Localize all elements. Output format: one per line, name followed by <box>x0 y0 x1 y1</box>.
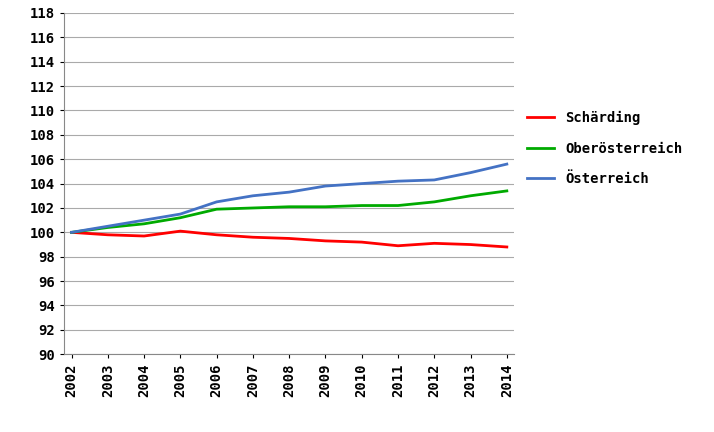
Oberösterreich <box>503 188 511 194</box>
Oberösterreich <box>67 230 76 235</box>
Schärding <box>176 229 185 234</box>
Oberösterreich <box>393 203 402 208</box>
Oberösterreich <box>140 221 149 226</box>
Line: Österreich: Österreich <box>71 164 507 232</box>
Oberösterreich <box>358 203 366 208</box>
Schärding <box>212 232 221 237</box>
Schärding <box>321 238 330 244</box>
Oberösterreich <box>321 204 330 210</box>
Österreich <box>466 170 475 175</box>
Line: Schärding: Schärding <box>71 231 507 247</box>
Schärding <box>466 242 475 247</box>
Oberösterreich <box>248 205 257 210</box>
Schärding <box>140 233 149 238</box>
Österreich <box>67 230 76 235</box>
Schärding <box>503 245 511 250</box>
Österreich <box>393 178 402 184</box>
Schärding <box>248 235 257 240</box>
Österreich <box>176 212 185 217</box>
Line: Oberösterreich: Oberösterreich <box>71 191 507 232</box>
Österreich <box>104 224 112 229</box>
Legend: Schärding, Oberösterreich, Österreich: Schärding, Oberösterreich, Österreich <box>521 105 688 192</box>
Österreich <box>503 162 511 167</box>
Österreich <box>285 190 293 195</box>
Österreich <box>430 178 438 183</box>
Österreich <box>321 184 330 189</box>
Schärding <box>393 243 402 248</box>
Oberösterreich <box>212 206 221 212</box>
Österreich <box>140 218 149 223</box>
Oberösterreich <box>285 204 293 210</box>
Schärding <box>430 241 438 246</box>
Oberösterreich <box>430 199 438 204</box>
Schärding <box>67 230 76 235</box>
Österreich <box>212 199 221 204</box>
Schärding <box>104 232 112 237</box>
Schärding <box>358 239 366 245</box>
Schärding <box>285 236 293 241</box>
Österreich <box>248 193 257 198</box>
Oberösterreich <box>104 225 112 230</box>
Oberösterreich <box>466 193 475 198</box>
Oberösterreich <box>176 215 185 220</box>
Österreich <box>358 181 366 186</box>
